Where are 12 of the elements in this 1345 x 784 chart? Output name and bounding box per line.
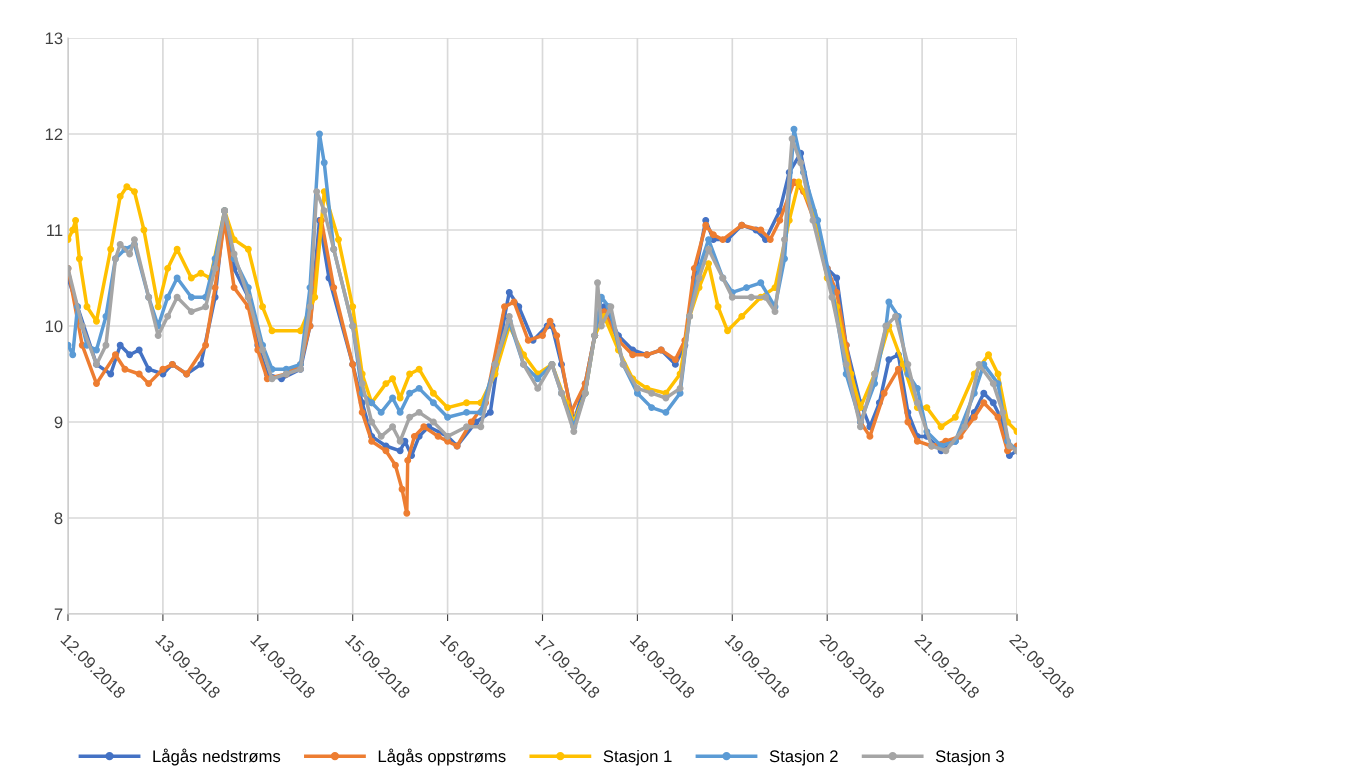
legend-label: Stasjon 3 bbox=[935, 749, 1004, 766]
y-tick-label: 12 bbox=[45, 128, 63, 141]
y-tick-label: 10 bbox=[45, 320, 63, 333]
y-tick-label: 13 bbox=[45, 32, 63, 45]
y-tick-label: 7 bbox=[54, 608, 63, 621]
y-tick-label: 8 bbox=[54, 512, 63, 525]
legend-label: Lågås nedstrøms bbox=[153, 748, 281, 766]
y-tick-label: 9 bbox=[54, 416, 63, 429]
y-tick-label: 11 bbox=[47, 224, 63, 237]
legend-label: Lågås oppstrøms bbox=[378, 748, 506, 766]
legend-label: Stasjon 2 bbox=[769, 749, 838, 766]
legend-label: Stasjon 1 bbox=[603, 749, 672, 766]
